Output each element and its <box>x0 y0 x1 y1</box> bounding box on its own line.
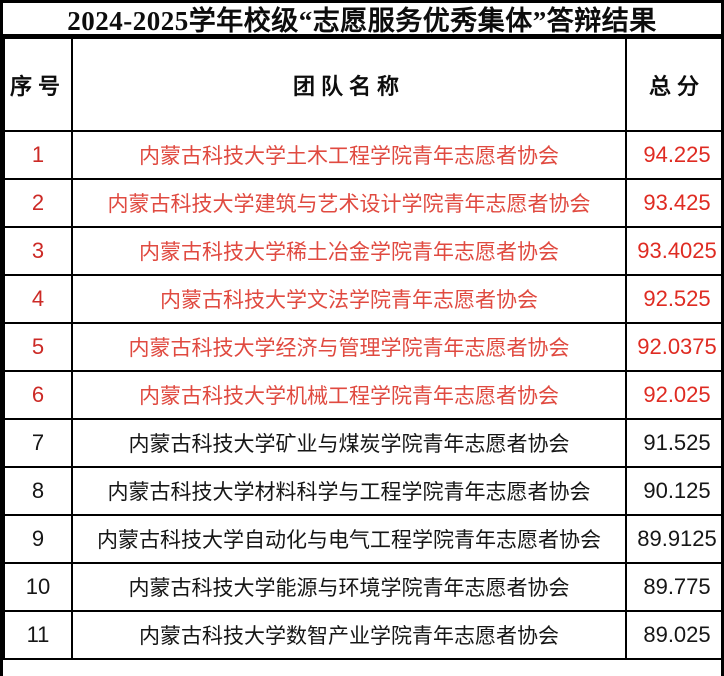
table-row: 4 内蒙古科技大学文法学院青年志愿者协会 92.525 <box>3 274 721 324</box>
team-cell: 内蒙古科技大学经济与管理学院青年志愿者协会 <box>71 322 627 372</box>
rank-cell: 1 <box>3 130 73 180</box>
table-row: 5 内蒙古科技大学经济与管理学院青年志愿者协会 92.0375 <box>3 322 721 372</box>
rank-cell: 7 <box>3 418 73 468</box>
table-row: 6 内蒙古科技大学机械工程学院青年志愿者协会 92.025 <box>3 370 721 420</box>
rank-cell: 4 <box>3 274 73 324</box>
score-cell: 91.525 <box>625 418 721 468</box>
table-row: 1 内蒙古科技大学土木工程学院青年志愿者协会 94.225 <box>3 130 721 180</box>
score-cell: 89.9125 <box>625 514 721 564</box>
table-row: 10 内蒙古科技大学能源与环境学院青年志愿者协会 89.775 <box>3 562 721 612</box>
score-cell: 93.4025 <box>625 226 721 276</box>
results-table: 序号 团队名称 总分 1 内蒙古科技大学土木工程学院青年志愿者协会 94.225… <box>3 37 721 660</box>
rank-cell: 10 <box>3 562 73 612</box>
score-cell: 89.025 <box>625 610 721 660</box>
rank-cell: 8 <box>3 466 73 516</box>
team-cell: 内蒙古科技大学材料科学与工程学院青年志愿者协会 <box>71 466 627 516</box>
column-header-score: 总分 <box>625 37 721 132</box>
table-row: 9 内蒙古科技大学自动化与电气工程学院青年志愿者协会 89.9125 <box>3 514 721 564</box>
team-cell: 内蒙古科技大学数智产业学院青年志愿者协会 <box>71 610 627 660</box>
column-header-rank: 序号 <box>3 37 73 132</box>
rank-cell: 6 <box>3 370 73 420</box>
team-cell: 内蒙古科技大学文法学院青年志愿者协会 <box>71 274 627 324</box>
table-row: 8 内蒙古科技大学材料科学与工程学院青年志愿者协会 90.125 <box>3 466 721 516</box>
score-cell: 92.525 <box>625 274 721 324</box>
table-row: 7 内蒙古科技大学矿业与煤炭学院青年志愿者协会 91.525 <box>3 418 721 468</box>
header-row: 序号 团队名称 总分 <box>3 37 721 132</box>
team-cell: 内蒙古科技大学建筑与艺术设计学院青年志愿者协会 <box>71 178 627 228</box>
score-cell: 89.775 <box>625 562 721 612</box>
rank-cell: 3 <box>3 226 73 276</box>
score-cell: 93.425 <box>625 178 721 228</box>
team-cell: 内蒙古科技大学土木工程学院青年志愿者协会 <box>71 130 627 180</box>
table-row: 11 内蒙古科技大学数智产业学院青年志愿者协会 89.025 <box>3 610 721 660</box>
column-header-team: 团队名称 <box>71 37 627 132</box>
page-title: 2024-2025学年校级“志愿服务优秀集体”答辩结果 <box>3 3 721 37</box>
table-header: 序号 团队名称 总分 <box>3 37 721 132</box>
table-row: 3 内蒙古科技大学稀土冶金学院青年志愿者协会 93.4025 <box>3 226 721 276</box>
team-cell: 内蒙古科技大学稀土冶金学院青年志愿者协会 <box>71 226 627 276</box>
team-cell: 内蒙古科技大学能源与环境学院青年志愿者协会 <box>71 562 627 612</box>
rank-cell: 5 <box>3 322 73 372</box>
score-cell: 92.025 <box>625 370 721 420</box>
score-cell: 94.225 <box>625 130 721 180</box>
team-cell: 内蒙古科技大学机械工程学院青年志愿者协会 <box>71 370 627 420</box>
table-body: 1 内蒙古科技大学土木工程学院青年志愿者协会 94.225 2 内蒙古科技大学建… <box>3 130 721 660</box>
team-cell: 内蒙古科技大学矿业与煤炭学院青年志愿者协会 <box>71 418 627 468</box>
table-row: 2 内蒙古科技大学建筑与艺术设计学院青年志愿者协会 93.425 <box>3 178 721 228</box>
score-cell: 92.0375 <box>625 322 721 372</box>
team-cell: 内蒙古科技大学自动化与电气工程学院青年志愿者协会 <box>71 514 627 564</box>
score-cell: 90.125 <box>625 466 721 516</box>
rank-cell: 2 <box>3 178 73 228</box>
rank-cell: 11 <box>3 610 73 660</box>
rank-cell: 9 <box>3 514 73 564</box>
